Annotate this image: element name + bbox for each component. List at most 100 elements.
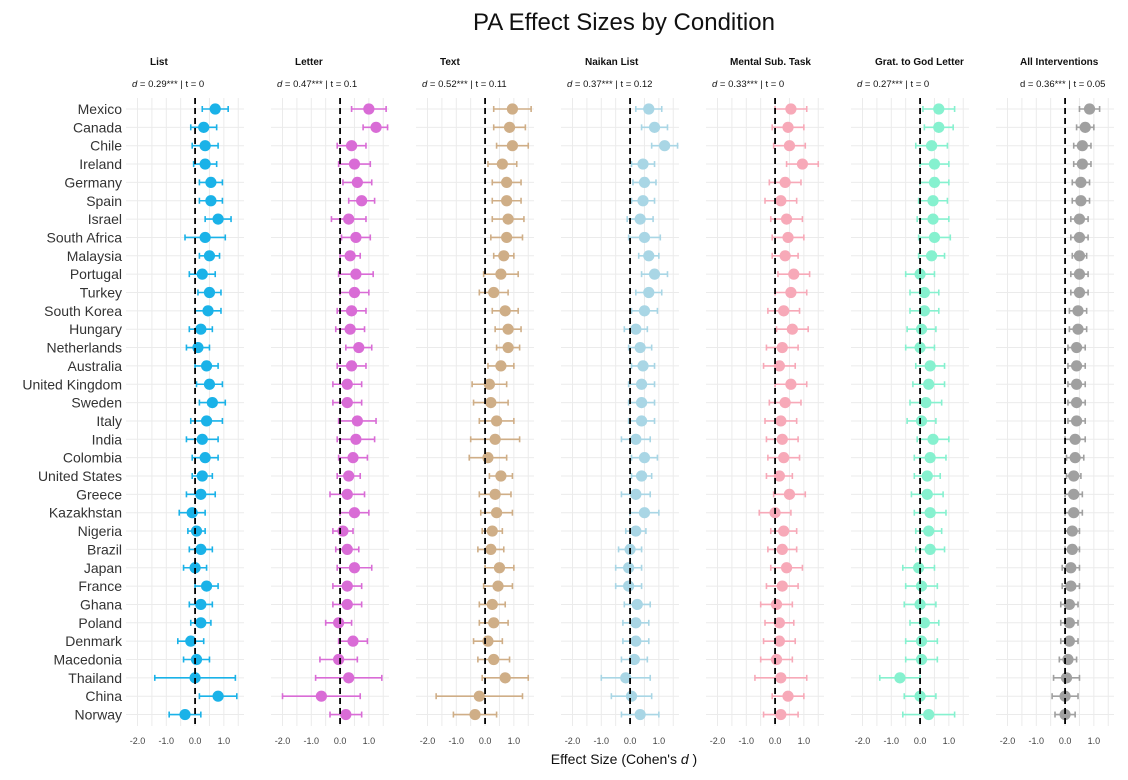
x-tick-label: 0.0 xyxy=(1059,736,1072,746)
panel-all-interventions: All Interventions d = 0.36*** | t = 0.05 -… xyxy=(996,57,1114,746)
point-poland xyxy=(1063,617,1075,629)
panel-grat-to-god-letter: Grat. to God Letter d = 0.27*** | t = 0 -2… xyxy=(851,57,969,746)
point-united-states xyxy=(196,470,208,482)
point-sweden xyxy=(485,397,497,409)
country-label-china: China xyxy=(85,688,122,704)
point-kazakhstan xyxy=(924,507,936,519)
point-ghana xyxy=(1063,598,1075,611)
point-mexico xyxy=(209,103,221,115)
point-china xyxy=(212,690,224,702)
statistic-value: = 0.29*** | t = 0 xyxy=(137,79,204,90)
point-chile xyxy=(345,140,358,152)
point-malaysia xyxy=(779,250,791,262)
point-china xyxy=(914,690,926,702)
point-colombia xyxy=(482,452,494,464)
point-colombia xyxy=(347,452,359,464)
country-label-denmark: Denmark xyxy=(65,633,123,649)
point-spain xyxy=(1075,195,1087,207)
point-kazakhstan xyxy=(348,507,361,519)
point-netherlands xyxy=(914,341,926,354)
point-ireland xyxy=(637,158,649,170)
point-portugal xyxy=(914,268,926,280)
x-tick-label: -1.0 xyxy=(594,736,610,746)
point-kazakhstan xyxy=(490,507,503,519)
panel-naikan-list: Naikan List d = 0.37*** | t = 0.12 -2.0 -1.… xyxy=(561,57,679,746)
country-label-kazakhstan: Kazakhstan xyxy=(49,505,122,521)
point-germany xyxy=(779,176,791,188)
point-kazakhstan xyxy=(638,507,651,519)
point-malaysia xyxy=(344,250,356,262)
point-china xyxy=(315,690,327,702)
point-sweden xyxy=(206,397,218,409)
country-label-nigeria: Nigeria xyxy=(78,523,123,539)
panel-statistic: d = 0.29*** | t = 0 xyxy=(132,79,204,90)
point-macedonia xyxy=(333,653,345,666)
point-australia xyxy=(773,360,785,372)
point-colombia xyxy=(924,452,936,464)
point-united-states xyxy=(495,470,507,482)
country-label-netherlands: Netherlands xyxy=(47,340,123,356)
x-tick-label: -1.0 xyxy=(304,736,320,746)
country-label-thailand: Thailand xyxy=(68,670,122,686)
statistic-value: = 0.47*** | t = 0.1 xyxy=(282,79,357,90)
point-south-africa xyxy=(350,231,362,244)
point-united-kingdom xyxy=(923,378,935,390)
statistic-var: d xyxy=(422,79,428,90)
point-poland xyxy=(333,617,345,629)
point-france xyxy=(341,580,353,592)
point-kazakhstan xyxy=(186,507,198,519)
point-colombia xyxy=(199,452,211,464)
point-colombia xyxy=(638,452,651,464)
point-canada xyxy=(198,121,210,133)
country-label-france: France xyxy=(78,578,122,594)
panel-statistic: d = 0.52*** | t = 0.11 xyxy=(422,79,507,90)
point-sweden xyxy=(341,397,353,409)
country-label-chile: Chile xyxy=(90,138,122,154)
statistic-var: d xyxy=(567,79,573,90)
point-greece xyxy=(489,488,501,500)
country-label-united-kingdom: United Kingdom xyxy=(22,376,122,392)
point-denmark xyxy=(773,635,785,647)
x-axis-label-suffix: ) xyxy=(689,751,698,767)
point-australia xyxy=(200,360,213,372)
country-label-sweden: Sweden xyxy=(71,395,122,411)
point-united-states xyxy=(343,470,355,482)
statistic-var: d xyxy=(277,79,283,90)
point-germany xyxy=(928,176,941,188)
point-france xyxy=(776,580,788,592)
country-label-brazil: Brazil xyxy=(87,541,122,557)
point-norway xyxy=(1059,708,1071,721)
point-greece xyxy=(1068,488,1080,500)
point-portugal xyxy=(495,268,507,280)
point-mexico xyxy=(506,103,519,115)
country-label-hungary: Hungary xyxy=(69,321,122,337)
point-united-states xyxy=(921,470,933,482)
x-tick-label: -2.0 xyxy=(855,736,871,746)
panel-letter: Letter d = 0.47*** | t = 0.1 -2.0 -1.0 0.0 1.… xyxy=(271,57,389,746)
panel-title: Grat. to God Letter xyxy=(875,57,964,68)
point-greece xyxy=(921,488,933,500)
point-ghana xyxy=(631,598,643,611)
panel-text: Text d = 0.52*** | t = 0.11 -2.0 -1.0 0.0 1.0 xyxy=(416,57,534,746)
point-malaysia xyxy=(925,250,938,262)
x-tick-label: 1.0 xyxy=(1088,736,1101,746)
panel-title: All Interventions xyxy=(1020,57,1099,68)
country-label-canada: Canada xyxy=(73,119,122,135)
point-turkey xyxy=(488,286,500,299)
point-south-korea xyxy=(918,305,930,317)
point-canada xyxy=(933,121,945,133)
point-spain xyxy=(775,195,787,207)
country-label-poland: Poland xyxy=(78,615,122,631)
x-tick-label: 1.0 xyxy=(798,736,811,746)
point-thailand xyxy=(894,672,906,684)
panel-statistic: d = 0.27*** | t = 0 xyxy=(857,79,929,90)
point-brazil xyxy=(195,543,207,556)
point-spain xyxy=(356,195,368,207)
point-united-kingdom xyxy=(341,378,353,390)
country-labels: Mexico Canada Chile Ireland Germany Spain Isra… xyxy=(22,101,123,723)
point-italy xyxy=(915,415,928,427)
point-spain xyxy=(927,195,939,207)
point-israel xyxy=(1073,213,1086,225)
point-sweden xyxy=(635,397,648,409)
